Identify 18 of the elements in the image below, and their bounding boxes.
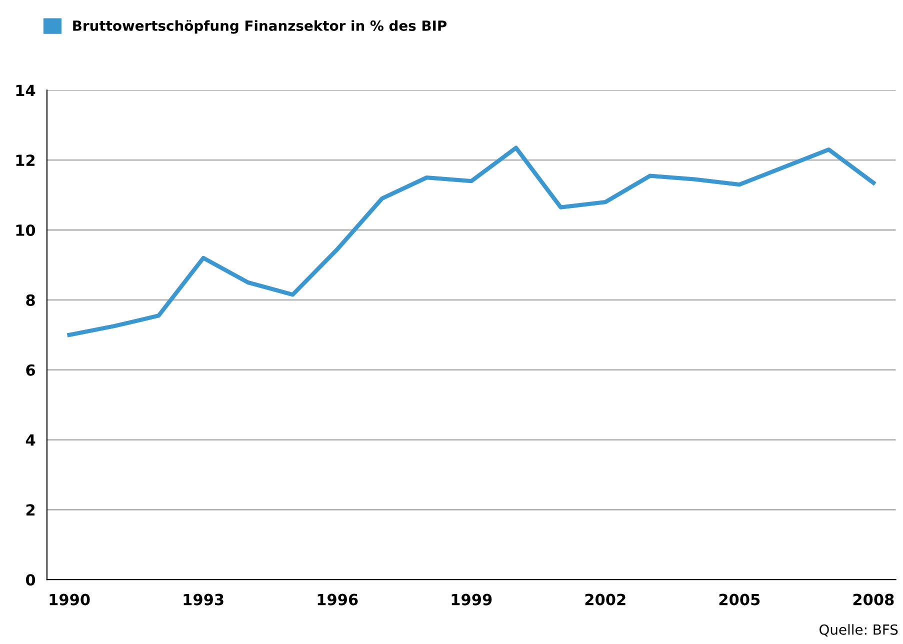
y-tick-label: 10 xyxy=(16,224,36,236)
y-tick-label: 14 xyxy=(16,84,36,96)
x-tick-label: 1990 xyxy=(50,594,90,606)
y-tick-label: 6 xyxy=(26,364,36,376)
source-note: Quelle: BFS xyxy=(820,624,898,636)
y-tick-label: 8 xyxy=(26,294,35,306)
x-tick-label: 1996 xyxy=(318,594,358,606)
x-tick-label: 2005 xyxy=(719,594,760,606)
line-series xyxy=(67,146,876,337)
x-tick-label: 1999 xyxy=(452,594,492,606)
x-tick-label: 1993 xyxy=(184,594,224,606)
x-tick-label: 2002 xyxy=(585,594,626,606)
x-tick-label: 2008 xyxy=(853,594,894,606)
y-tick-label: 12 xyxy=(16,154,35,166)
legend-label: Bruttowertschöpfung Finanzsektor in % des BIP xyxy=(73,20,447,34)
y-tick-label: 4 xyxy=(26,434,36,446)
y-tick-label: 0 xyxy=(26,574,36,586)
y-tick-label: 2 xyxy=(26,504,35,516)
